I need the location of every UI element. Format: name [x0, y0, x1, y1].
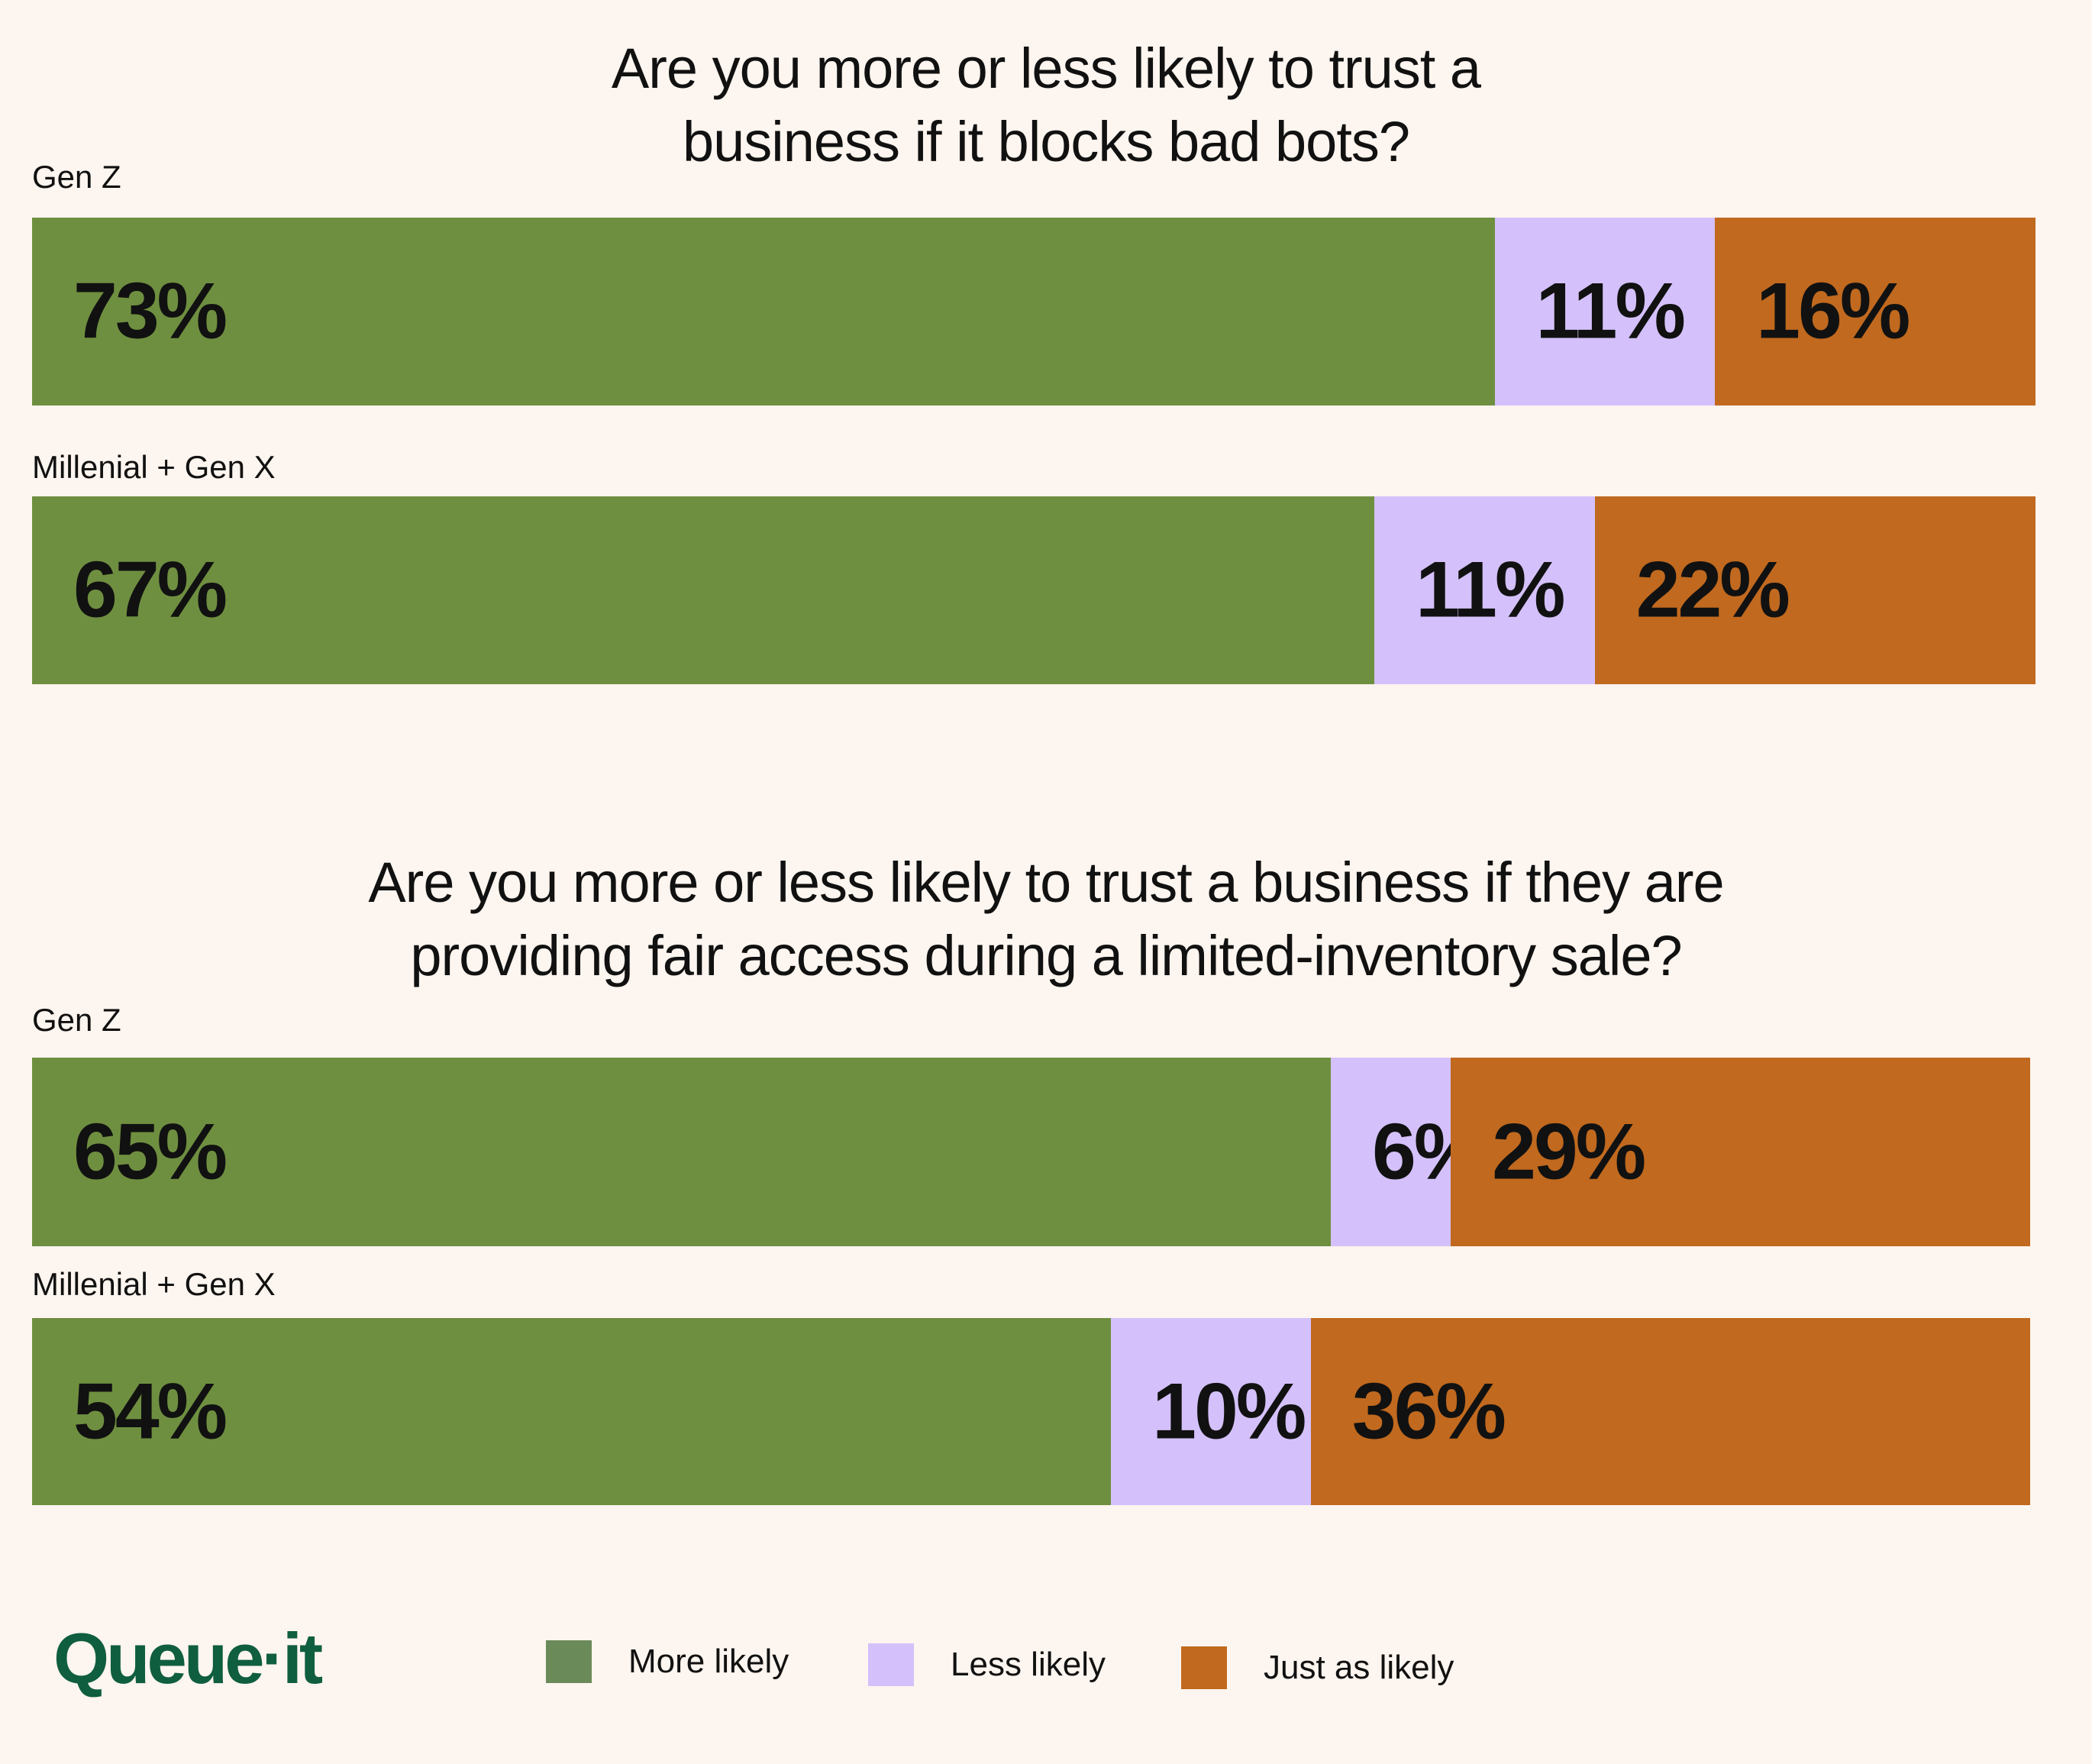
- bar-segment-more-likely: 54%: [32, 1318, 1112, 1505]
- legend-label: Less likely: [951, 1646, 1106, 1683]
- chart1-label-genz: Gen Z: [32, 159, 121, 195]
- bar-segment-just-as-likely: 16%: [1715, 218, 2036, 405]
- data-label: 11%: [1416, 545, 1565, 635]
- queue-it-logo: Queue·it: [53, 1618, 323, 1698]
- legend-more-likely: More likely: [546, 1640, 789, 1683]
- data-label: 54%: [73, 1367, 228, 1455]
- legend-less-likely: Less likely: [868, 1643, 1106, 1686]
- data-label: 10%: [1152, 1367, 1306, 1455]
- bar-segment-more-likely: 67%: [32, 496, 1375, 684]
- data-label: 67%: [73, 545, 228, 635]
- data-label: 29%: [1492, 1107, 1646, 1196]
- chart1-label-millenial: Millenial + Gen X: [32, 449, 276, 485]
- chart2-bar-millenial: 54% 10% 36%: [32, 1318, 2030, 1505]
- legend-label: Just as likely: [1264, 1649, 1454, 1686]
- legend-swatch-less: [868, 1643, 914, 1686]
- data-label: 16%: [1756, 267, 1910, 356]
- legend-label: More likely: [628, 1643, 789, 1680]
- chart2-title: Are you more or less likely to trust a b…: [0, 846, 2092, 993]
- chart2-label-millenial: Millenial + Gen X: [32, 1266, 276, 1302]
- bar-segment-more-likely: 65%: [32, 1058, 1332, 1246]
- bar-segment-less-likely: 6%: [1331, 1058, 1484, 1246]
- chart1-title-line1: Are you more or less likely to trust a: [611, 37, 1481, 100]
- data-label: 73%: [73, 267, 228, 356]
- bar-segment-less-likely: 10%: [1111, 1318, 1311, 1505]
- bar-segment-just-as-likely: 36%: [1310, 1318, 2030, 1505]
- legend-just-as-likely: Just as likely: [1181, 1646, 1454, 1689]
- data-label: 65%: [73, 1107, 228, 1196]
- chart1-bar-genz: 73% 11% 16%: [32, 218, 2036, 405]
- data-label: 11%: [1535, 267, 1686, 356]
- data-label: 36%: [1351, 1367, 1506, 1455]
- chart1-title-line2: business if it blocks bad bots?: [682, 110, 1410, 173]
- chart1-bar-millenial: 67% 11% 22%: [32, 496, 2036, 684]
- chart2-label-genz: Gen Z: [32, 1002, 121, 1038]
- legend-swatch-more: [546, 1640, 592, 1683]
- data-label: 22%: [1635, 545, 1790, 635]
- bar-segment-more-likely: 73%: [32, 218, 1495, 405]
- bar-segment-less-likely: 11%: [1494, 218, 1716, 405]
- bar-segment-less-likely: 11%: [1374, 496, 1595, 684]
- bar-segment-just-as-likely: 29%: [1451, 1058, 2030, 1246]
- chart2-title-line1: Are you more or less likely to trust a b…: [368, 851, 1724, 914]
- chart1-title: Are you more or less likely to trust a b…: [0, 32, 2092, 179]
- bar-segment-just-as-likely: 22%: [1594, 496, 2036, 684]
- legend-swatch-same: [1181, 1646, 1227, 1689]
- chart2-title-line2: providing fair access during a limited-i…: [410, 924, 1682, 987]
- chart2-bar-genz: 65% 6% 29%: [32, 1058, 2030, 1246]
